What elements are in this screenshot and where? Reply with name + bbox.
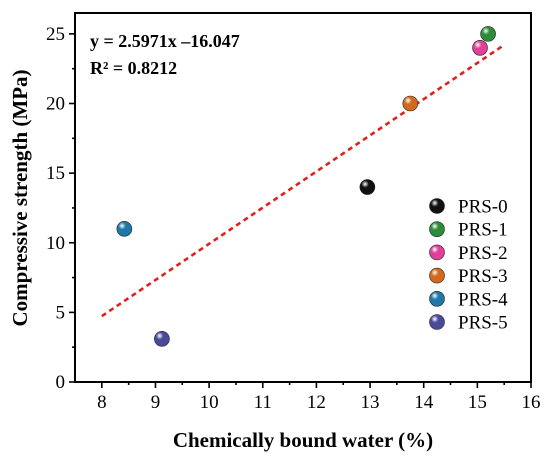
legend-marker xyxy=(429,267,445,284)
legend-label: PRS-2 xyxy=(458,243,508,264)
plot-frame xyxy=(74,12,532,383)
data-points xyxy=(116,26,496,347)
y-tick-label: 15 xyxy=(46,163,65,184)
data-point-prs-0 xyxy=(359,179,376,195)
x-tick-label: 10 xyxy=(200,392,219,413)
y-tick-label: 5 xyxy=(56,302,66,323)
y-tick-label: 20 xyxy=(46,94,65,115)
fit-equation: y = 2.5971x –16.047 xyxy=(90,31,240,51)
legend-marker xyxy=(429,198,445,214)
legend-label: PRS-1 xyxy=(458,220,508,241)
x-tick-label: 11 xyxy=(254,392,272,413)
data-point-prs-2 xyxy=(472,40,488,56)
legend-marker xyxy=(429,221,445,237)
axes xyxy=(74,12,532,383)
y-axis-title: Compressive strength (MPa) xyxy=(8,69,32,326)
data-point-prs-1 xyxy=(480,26,496,42)
data-point-prs-4 xyxy=(116,221,133,237)
x-tick-label: 13 xyxy=(361,392,380,413)
y-tick-label: 10 xyxy=(46,233,65,254)
legend-label: PRS-4 xyxy=(458,289,508,310)
data-point-prs-3 xyxy=(402,95,419,112)
x-tick-label: 14 xyxy=(414,392,434,413)
x-tick-label: 12 xyxy=(307,392,326,413)
legend-marker xyxy=(429,314,445,330)
legend-label: PRS-5 xyxy=(458,313,508,334)
legend-marker xyxy=(429,290,445,307)
x-tick-label: 16 xyxy=(522,392,541,413)
fit-r-squared: R² = 0.8212 xyxy=(90,58,177,78)
x-axis-ticks: 8 9 10 11 12 13 14 15 16 xyxy=(97,382,541,413)
x-tick-label: 9 xyxy=(151,392,161,413)
y-tick-label: 25 xyxy=(46,24,65,45)
x-tick-label: 8 xyxy=(97,392,107,413)
y-tick-label: 0 xyxy=(56,372,66,393)
x-tick-label: 15 xyxy=(468,392,487,413)
legend-label: PRS-3 xyxy=(458,266,508,287)
legend-label: PRS-0 xyxy=(458,197,508,218)
x-axis-title: Chemically bound water (%) xyxy=(173,428,433,452)
data-point-prs-5 xyxy=(154,331,170,347)
y-axis-ticks: 0 5 10 15 20 25 xyxy=(46,24,75,393)
legend-marker xyxy=(429,244,445,261)
